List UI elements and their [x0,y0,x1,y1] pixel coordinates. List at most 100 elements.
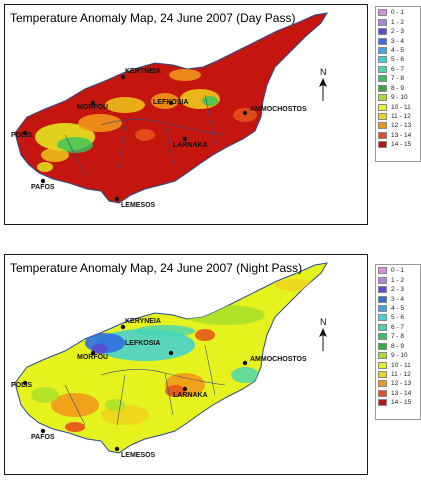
legend-item: 4 - 5 [378,46,418,55]
legend-item: 2 - 3 [378,27,418,36]
legend-swatch [378,267,387,275]
legend-label: 9 - 10 [391,352,408,360]
legend-swatch [378,37,387,45]
place-label-lemesos: LEMESOS [121,202,156,209]
legend-swatch [378,28,387,36]
legend-label: 7 - 8 [391,75,405,83]
place-label-larnaka: LARNAKA [173,392,208,399]
legend-item: 10 - 11 [378,102,418,111]
place-label-morfou: MORFOU [77,104,108,111]
legend-item: 6 - 7 [378,65,418,74]
legend-item: 2 - 3 [378,285,418,294]
legend-swatch [378,286,387,294]
legend-label: 3 - 4 [391,295,405,303]
legend-label: 2 - 3 [391,28,405,36]
legend-swatch [378,122,387,130]
legend-label: 5 - 6 [391,56,405,64]
legend-swatch [378,46,387,54]
legend-label: 8 - 9 [391,342,405,350]
legend-label: 0 - 1 [391,267,405,275]
legend-swatch [378,380,387,388]
legend-label: 10 - 11 [391,103,411,111]
legend-item: 7 - 8 [378,74,418,83]
legend-item: 14 - 15 [378,140,418,149]
place-label-larnaka: LARNAKA [173,142,208,149]
legend-item: 8 - 9 [378,342,418,351]
day-pass-map: KERYNEIA MORFOU LEFKOSIA AMMOCHOSTOS POL… [11,12,328,209]
legend-label: 3 - 4 [391,37,405,45]
place-label-ammochostos: AMMOCHOSTOS [250,356,307,363]
place-label-polis: POLIS [11,132,32,139]
legend-label: 5 - 6 [391,314,405,322]
legend-label: 13 - 14 [391,131,412,139]
legend-label: 4 - 5 [391,46,405,54]
legend-swatch [378,103,387,111]
night-legend: 0 - 1 1 - 2 2 - 3 3 - 4 4 - 5 5 - 6 6 - … [375,264,421,420]
legend-swatch [378,323,387,331]
legend-item: 0 - 1 [378,8,418,17]
legend-label: 11 - 12 [391,371,411,379]
legend-swatch [378,276,387,284]
legend-label: 6 - 7 [391,323,405,331]
place-label-pafos: PAFOS [31,434,55,441]
place-label-ammochostos: AMMOCHOSTOS [250,106,307,113]
place-label-lefkosia: LEFKOSIA [153,99,188,106]
legend-item: 3 - 4 [378,294,418,303]
legend-swatch [378,352,387,360]
night-pass-map: KERYNEIA MORFOU LEFKOSIA AMMOCHOSTOS POL… [11,262,328,459]
place-label-lefkosia: LEFKOSIA [125,340,160,347]
legend-label: 12 - 13 [391,122,412,130]
legend-swatch [378,56,387,64]
legend-item: 9 - 10 [378,351,418,360]
legend-label: 14 - 15 [391,141,412,149]
legend-item: 3 - 4 [378,36,418,45]
legend-item: 0 - 1 [378,266,418,275]
legend-swatch [378,84,387,92]
legend-swatch [378,18,387,26]
place-label-lemesos: LEMESOS [121,452,156,459]
legend-item: 13 - 14 [378,389,418,398]
district-boundaries [64,344,226,426]
legend-swatch [378,65,387,73]
district-boundaries [64,94,226,176]
legend-item: 8 - 9 [378,84,418,93]
night-pass-map-panel: KERYNEIA MORFOU LEFKOSIA AMMOCHOSTOS POL… [4,254,368,475]
day-pass-map-panel: KERYNEIA MORFOU LEFKOSIA AMMOCHOSTOS POL… [4,4,368,225]
day-legend: 0 - 1 1 - 2 2 - 3 3 - 4 4 - 5 5 - 6 6 - … [375,6,421,162]
legend-swatch [378,75,387,83]
legend-item: 11 - 12 [378,112,418,121]
legend-item: 13 - 14 [378,131,418,140]
legend-swatch [378,131,387,139]
day-map-title: Temperature Anomaly Map, 24 June 2007 (D… [10,11,296,25]
legend-label: 13 - 14 [391,389,412,397]
night-map-title: Temperature Anomaly Map, 24 June 2007 (N… [10,261,303,275]
legend-label: 6 - 7 [391,65,405,73]
north-label: N [320,317,327,327]
legend-swatch [378,342,387,350]
place-label-kyreneia: KERYNEIA [125,318,161,325]
legend-label: 14 - 15 [391,399,412,407]
legend-swatch [378,304,387,312]
place-label-pafos: PAFOS [31,184,55,191]
legend-label: 2 - 3 [391,286,405,294]
legend-item: 10 - 11 [378,360,418,369]
place-label-morfou: MORFOU [77,354,108,361]
legend-swatch [378,141,387,149]
legend-item: 9 - 10 [378,93,418,102]
legend-item: 5 - 6 [378,313,418,322]
legend-item: 1 - 2 [378,275,418,284]
legend-label: 12 - 13 [391,380,412,388]
legend-swatch [378,361,387,369]
legend-item: 6 - 7 [378,323,418,332]
legend-item: 11 - 12 [378,370,418,379]
legend-swatch [378,9,387,17]
legend-item: 4 - 5 [378,304,418,313]
legend-swatch [378,371,387,379]
legend-label: 0 - 1 [391,9,405,17]
legend-item: 5 - 6 [378,55,418,64]
legend-item: 7 - 8 [378,332,418,341]
place-label-polis: POLIS [11,382,32,389]
legend-swatch [378,113,387,121]
place-label-kyreneia: KERYNEIA [125,68,161,75]
legend-label: 8 - 9 [391,84,405,92]
